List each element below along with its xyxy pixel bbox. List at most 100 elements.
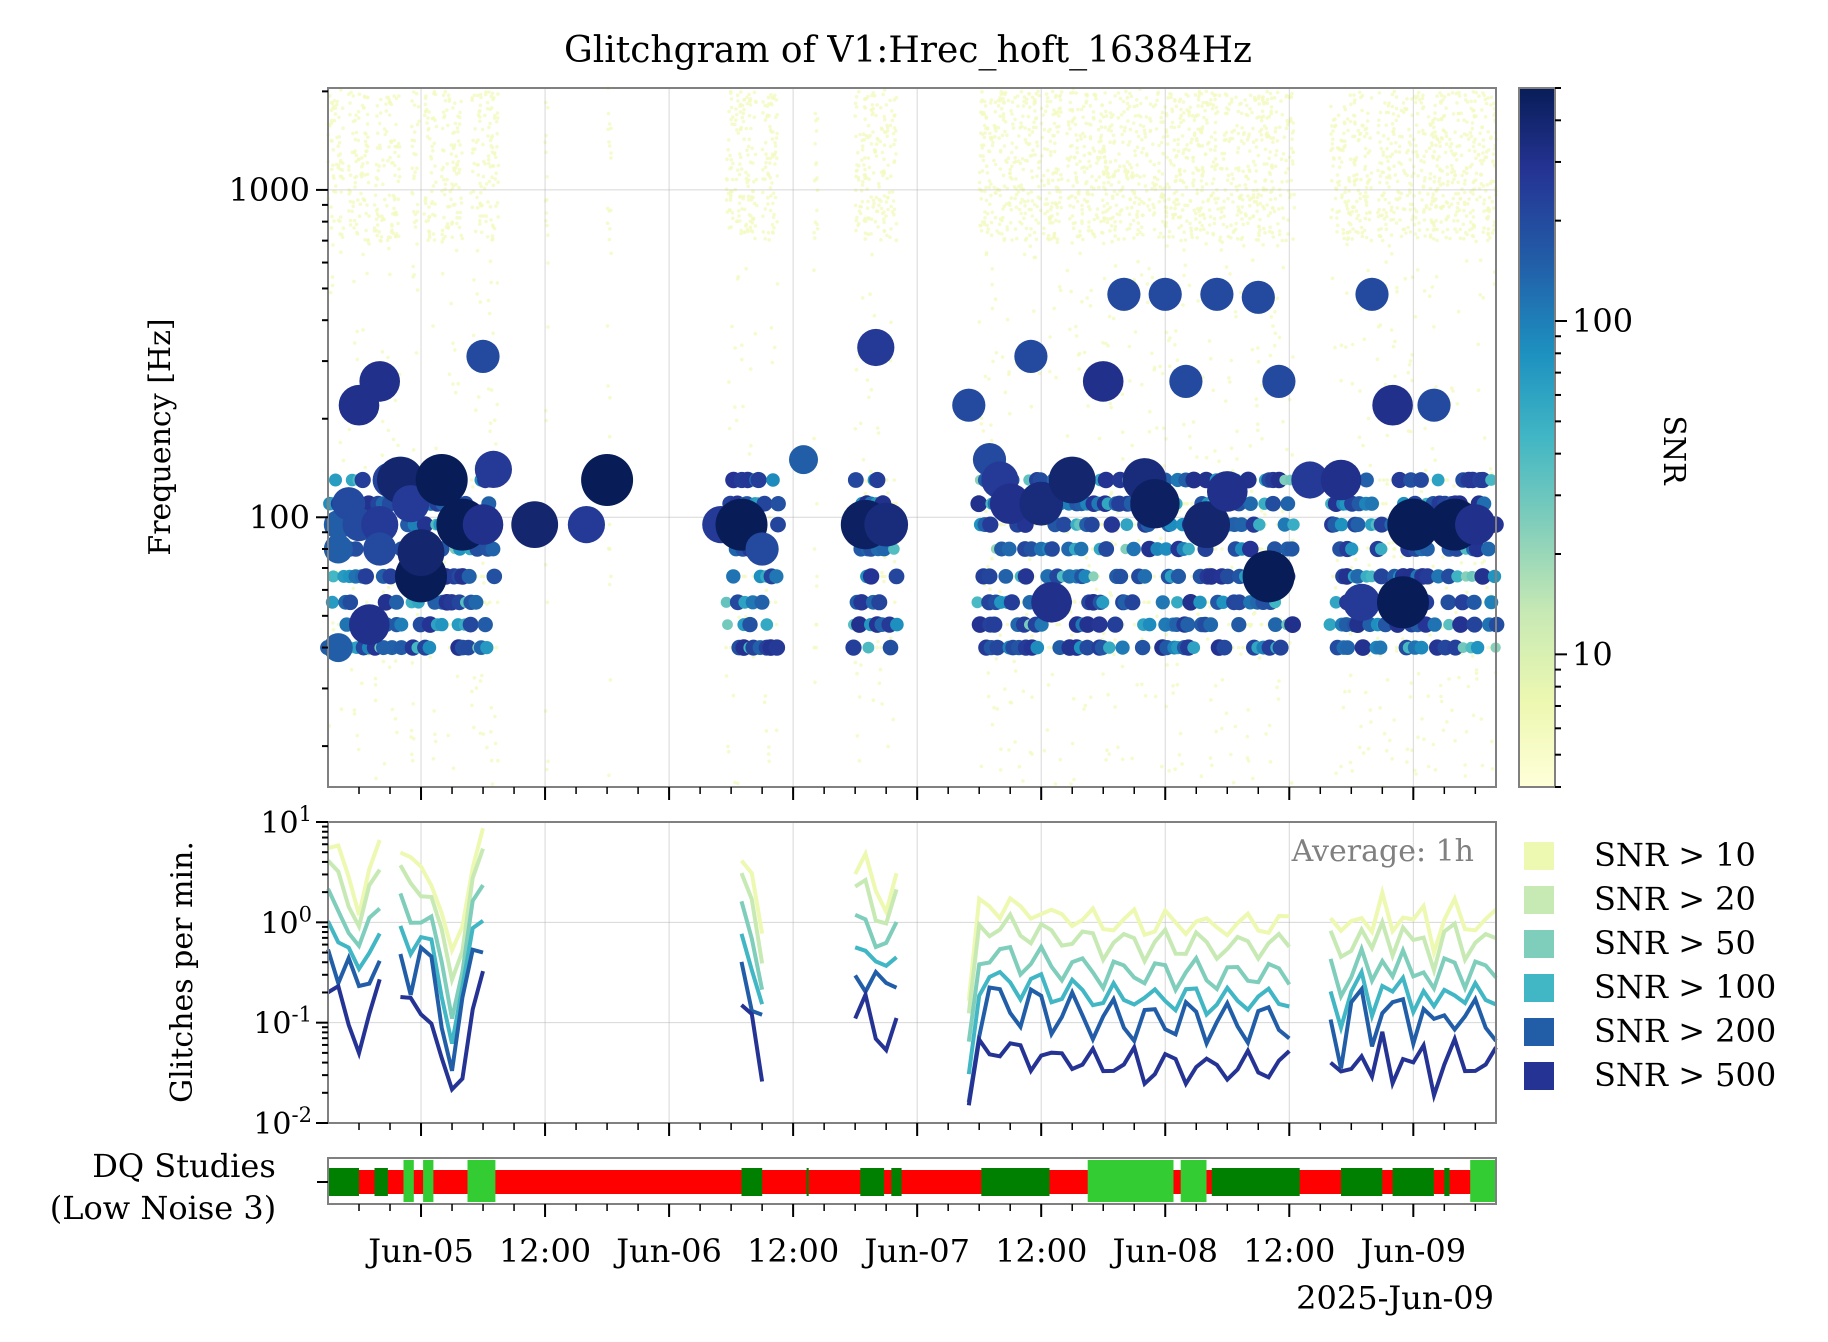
- background-trigger: [1208, 605, 1212, 609]
- background-trigger: [1081, 237, 1085, 242]
- background-trigger: [459, 201, 464, 205]
- background-trigger: [1017, 134, 1021, 138]
- background-trigger: [881, 92, 885, 97]
- background-trigger: [886, 744, 890, 749]
- background-trigger: [729, 97, 734, 101]
- background-trigger: [1330, 208, 1335, 212]
- background-trigger: [1424, 149, 1429, 154]
- background-trigger: [1331, 129, 1335, 133]
- background-trigger: [1481, 151, 1485, 155]
- background-trigger: [1148, 409, 1152, 414]
- background-trigger: [449, 152, 454, 156]
- background-trigger: [1068, 216, 1072, 221]
- background-trigger: [865, 187, 869, 191]
- background-trigger: [1362, 194, 1366, 199]
- background-trigger: [892, 114, 897, 118]
- background-trigger: [1182, 501, 1186, 506]
- background-trigger: [1343, 143, 1347, 148]
- background-trigger: [1268, 150, 1272, 154]
- background-trigger: [415, 202, 420, 207]
- background-trigger: [1024, 97, 1029, 101]
- background-trigger: [1001, 114, 1006, 119]
- background-trigger: [727, 749, 731, 754]
- background-trigger: [989, 193, 993, 198]
- background-trigger: [813, 220, 818, 224]
- background-trigger: [1476, 388, 1481, 393]
- background-trigger: [1426, 192, 1430, 196]
- background-trigger: [490, 91, 495, 96]
- background-trigger: [865, 378, 870, 383]
- background-trigger: [1182, 148, 1186, 152]
- background-trigger: [329, 226, 334, 230]
- background-trigger: [1471, 192, 1475, 196]
- background-trigger: [1227, 622, 1231, 627]
- background-trigger: [885, 129, 890, 133]
- background-trigger: [890, 190, 895, 194]
- background-trigger: [1113, 220, 1117, 224]
- band-trigger: [389, 594, 404, 610]
- background-trigger: [749, 126, 753, 131]
- background-trigger: [470, 169, 475, 174]
- background-trigger: [763, 140, 768, 145]
- background-trigger: [1041, 113, 1045, 117]
- background-trigger: [1160, 371, 1165, 376]
- background-trigger: [1048, 221, 1052, 225]
- background-trigger: [605, 221, 610, 225]
- background-trigger: [496, 758, 500, 763]
- background-trigger: [755, 203, 759, 208]
- background-trigger: [1104, 758, 1108, 762]
- background-trigger: [340, 235, 345, 239]
- background-trigger: [764, 729, 769, 733]
- background-trigger: [1256, 428, 1260, 433]
- background-trigger: [1279, 99, 1283, 103]
- background-trigger: [1049, 207, 1053, 212]
- background-trigger: [1443, 150, 1448, 155]
- background-trigger: [1034, 237, 1039, 242]
- background-trigger: [1183, 203, 1187, 208]
- background-trigger: [1102, 216, 1106, 220]
- background-trigger: [1030, 695, 1034, 699]
- background-trigger: [1220, 547, 1224, 551]
- background-trigger: [1343, 185, 1348, 190]
- background-trigger: [451, 766, 456, 771]
- background-trigger: [1030, 175, 1035, 180]
- background-trigger: [478, 92, 483, 97]
- background-trigger: [1106, 343, 1110, 348]
- background-trigger: [1196, 113, 1200, 117]
- background-trigger: [885, 233, 889, 238]
- background-trigger: [1246, 708, 1250, 712]
- background-trigger: [476, 173, 481, 177]
- background-trigger: [1256, 224, 1261, 229]
- background-trigger: [1433, 227, 1438, 232]
- background-trigger: [1463, 774, 1468, 778]
- background-trigger: [336, 144, 341, 148]
- background-trigger: [1182, 422, 1186, 427]
- background-trigger: [386, 95, 390, 100]
- background-trigger: [730, 211, 735, 215]
- background-trigger: [1068, 100, 1073, 105]
- background-trigger: [1176, 149, 1181, 153]
- background-trigger: [1182, 248, 1186, 252]
- background-trigger: [1055, 212, 1060, 216]
- background-trigger: [1046, 178, 1051, 182]
- background-trigger: [1377, 118, 1381, 123]
- background-trigger: [1208, 102, 1213, 106]
- background-trigger: [1123, 125, 1127, 130]
- background-trigger: [854, 95, 859, 99]
- band-trigger: [768, 639, 786, 656]
- background-trigger: [1173, 767, 1177, 771]
- background-trigger: [606, 111, 611, 116]
- background-trigger: [348, 223, 353, 227]
- background-trigger: [1239, 290, 1243, 295]
- background-trigger: [1128, 91, 1132, 96]
- background-trigger: [1242, 141, 1246, 146]
- background-trigger: [1454, 152, 1458, 156]
- background-trigger: [1109, 405, 1113, 410]
- background-trigger: [868, 292, 872, 297]
- background-trigger: [412, 209, 416, 214]
- background-trigger: [607, 122, 612, 126]
- background-trigger: [1396, 189, 1400, 194]
- background-trigger: [423, 109, 428, 114]
- background-trigger: [985, 211, 990, 216]
- background-trigger: [1381, 501, 1385, 506]
